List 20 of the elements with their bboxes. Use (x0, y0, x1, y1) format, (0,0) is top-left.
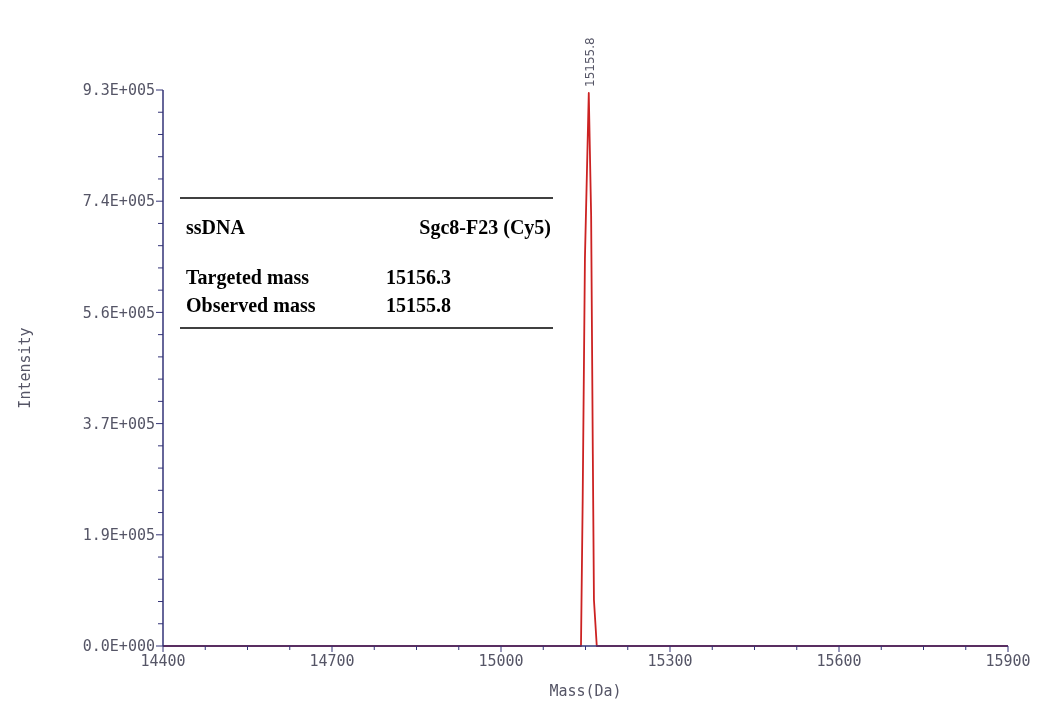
x-tick-label: 14700 (309, 652, 355, 670)
y-tick-label: 9.3E+005 (82, 81, 155, 100)
annotation: 15155.8 (386, 294, 451, 316)
y-tick-label: 1.9E+005 (82, 526, 155, 545)
x-tick-label: 15900 (985, 652, 1031, 670)
annotation: 15155.8 (582, 37, 597, 87)
y-axis-title: Intensity (16, 327, 34, 409)
y-tick-label: 7.4E+005 (82, 192, 155, 211)
x-axis-title: Mass(Da) (549, 682, 622, 700)
y-tick-label: 3.7E+005 (82, 414, 155, 433)
annotation: 15156.3 (386, 266, 451, 288)
annotation: Targeted mass (186, 266, 310, 289)
annotation: ssDNA (186, 216, 246, 238)
x-tick-label: 15000 (478, 652, 524, 670)
annotation: Observed mass (186, 294, 316, 316)
x-tick-label: 15300 (647, 652, 693, 670)
x-tick-label: 15600 (816, 652, 862, 670)
y-tick-label: 5.6E+005 (82, 303, 155, 322)
annotation: Sgc8-F23 (Cy5) (419, 216, 551, 239)
x-tick-label: 14400 (140, 652, 186, 670)
